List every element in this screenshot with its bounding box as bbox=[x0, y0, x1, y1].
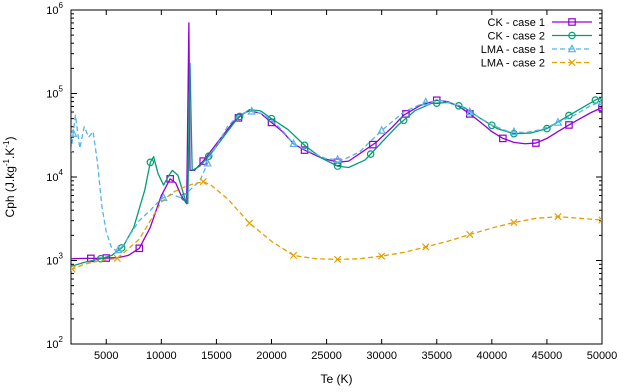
legend-marker bbox=[568, 31, 576, 40]
series-marker bbox=[402, 110, 410, 118]
series-marker bbox=[87, 254, 95, 263]
series-marker bbox=[289, 251, 298, 260]
legend-marker bbox=[568, 58, 576, 67]
y-tick-label: 106 bbox=[46, 1, 63, 17]
y-tick-label: 103 bbox=[46, 252, 63, 268]
series-marker bbox=[204, 152, 213, 161]
legend-label: LMA - case 2 bbox=[481, 58, 545, 70]
series-line bbox=[71, 180, 602, 271]
series-marker bbox=[369, 140, 377, 149]
series-marker bbox=[114, 244, 123, 254]
series-line bbox=[71, 100, 602, 252]
legend-label: LMA - case 1 bbox=[481, 44, 545, 56]
series-marker bbox=[465, 106, 474, 116]
legend-marker bbox=[567, 43, 577, 53]
series-marker bbox=[509, 126, 519, 136]
x-tick-label: 25000 bbox=[311, 350, 342, 362]
y-axis-label: Cph (J.kg-1.K-1) bbox=[2, 137, 17, 218]
legend-label: CK - case 1 bbox=[488, 17, 545, 29]
series-marker bbox=[421, 97, 430, 106]
series-marker bbox=[377, 125, 386, 134]
series-marker bbox=[117, 244, 126, 252]
series-marker bbox=[96, 254, 105, 263]
x-tick-label: 50000 bbox=[587, 350, 618, 362]
legend-marker bbox=[568, 18, 576, 26]
series-marker bbox=[333, 162, 342, 170]
series-marker bbox=[510, 218, 518, 227]
series-marker bbox=[366, 150, 375, 158]
x-tick-label: 40000 bbox=[477, 350, 508, 362]
series-3 bbox=[71, 178, 602, 273]
series-marker bbox=[454, 102, 463, 110]
series-marker bbox=[180, 193, 189, 201]
series-marker bbox=[289, 138, 298, 148]
series-2 bbox=[71, 96, 602, 254]
series-layer bbox=[71, 22, 602, 273]
series-marker bbox=[422, 243, 430, 251]
series-marker bbox=[598, 216, 602, 224]
series-marker bbox=[333, 255, 342, 264]
series-marker bbox=[399, 116, 408, 125]
y-tick-label: 105 bbox=[46, 85, 63, 101]
series-marker bbox=[199, 178, 207, 186]
series-marker bbox=[333, 154, 342, 163]
x-tick-label: 15000 bbox=[201, 350, 232, 362]
series-marker bbox=[135, 244, 144, 253]
series-0 bbox=[71, 22, 602, 263]
series-marker bbox=[378, 252, 386, 260]
series-marker bbox=[203, 158, 212, 167]
x-tick-label: 35000 bbox=[421, 350, 452, 362]
x-tick-label: 10000 bbox=[146, 350, 177, 362]
series-marker bbox=[113, 254, 121, 263]
series-marker bbox=[553, 117, 563, 126]
y-tick-label: 104 bbox=[46, 168, 63, 184]
series-marker bbox=[71, 265, 76, 273]
series-marker bbox=[432, 99, 441, 107]
series-marker bbox=[247, 106, 256, 115]
series-marker bbox=[245, 219, 254, 227]
series-marker bbox=[532, 139, 540, 147]
series-marker bbox=[146, 158, 155, 167]
x-tick-label: 30000 bbox=[366, 350, 397, 362]
series-1 bbox=[71, 62, 602, 268]
x-tick-label: 5000 bbox=[94, 350, 118, 362]
series-marker bbox=[565, 121, 573, 129]
y-tick-label: 102 bbox=[46, 335, 63, 351]
series-marker bbox=[71, 128, 78, 137]
series-marker bbox=[565, 111, 573, 120]
x-tick-label: 45000 bbox=[532, 350, 563, 362]
x-tick-label: 20000 bbox=[256, 350, 287, 362]
series-marker bbox=[554, 213, 562, 221]
series-marker bbox=[466, 230, 474, 239]
series-line bbox=[71, 22, 602, 260]
series-marker bbox=[488, 121, 496, 130]
series-marker bbox=[499, 134, 507, 143]
series-marker bbox=[597, 96, 602, 105]
x-axis-label: Te (K) bbox=[320, 372, 352, 386]
legend-label: CK - case 2 bbox=[488, 31, 545, 43]
axis-ticks: 5000 10000 15000 20000 25000 30000 35000 40000 4… bbox=[46, 1, 617, 362]
series-line bbox=[71, 62, 602, 268]
